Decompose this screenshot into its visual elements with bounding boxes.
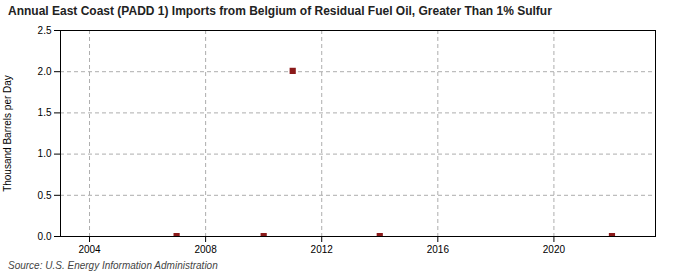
svg-text:2020: 2020	[543, 244, 566, 255]
svg-text:2.5: 2.5	[38, 25, 52, 36]
svg-text:2016: 2016	[427, 244, 450, 255]
svg-text:2008: 2008	[194, 244, 217, 255]
svg-text:2012: 2012	[311, 244, 334, 255]
svg-text:1.5: 1.5	[38, 107, 52, 118]
svg-text:Thousand Barrels per Day: Thousand Barrels per Day	[2, 75, 13, 192]
html-text:Annual East Coast (PADD 1) Imp: Annual East Coast (PADD 1) Imports from …	[8, 4, 552, 18]
svg-text:0.5: 0.5	[38, 190, 52, 201]
html-text:Source: U.S. Energy Informatio: Source: U.S. Energy Information Administ…	[8, 260, 218, 271]
svg-text:2004: 2004	[78, 244, 101, 255]
svg-text:2.0: 2.0	[38, 66, 52, 77]
svg-text:0.0: 0.0	[38, 231, 52, 242]
svg-text:1.0: 1.0	[38, 148, 52, 159]
